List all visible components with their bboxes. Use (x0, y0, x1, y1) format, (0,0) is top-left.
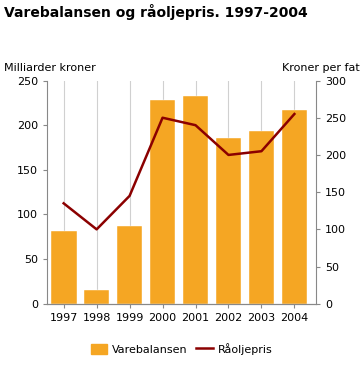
Bar (84, 290, 110, 304)
Bar (51, 231, 77, 304)
Bar (117, 226, 142, 304)
Legend: Varebalansen, Råoljepris: Varebalansen, Råoljepris (86, 338, 277, 359)
Bar (249, 131, 274, 304)
Bar (150, 100, 175, 304)
Text: Milliarder kroner: Milliarder kroner (4, 63, 95, 73)
Bar (282, 110, 307, 304)
Bar (216, 138, 241, 304)
Bar (183, 96, 208, 304)
Text: Varebalansen og råoljepris. 1997-2004: Varebalansen og råoljepris. 1997-2004 (4, 4, 307, 20)
Text: Kroner per fat: Kroner per fat (282, 63, 359, 73)
